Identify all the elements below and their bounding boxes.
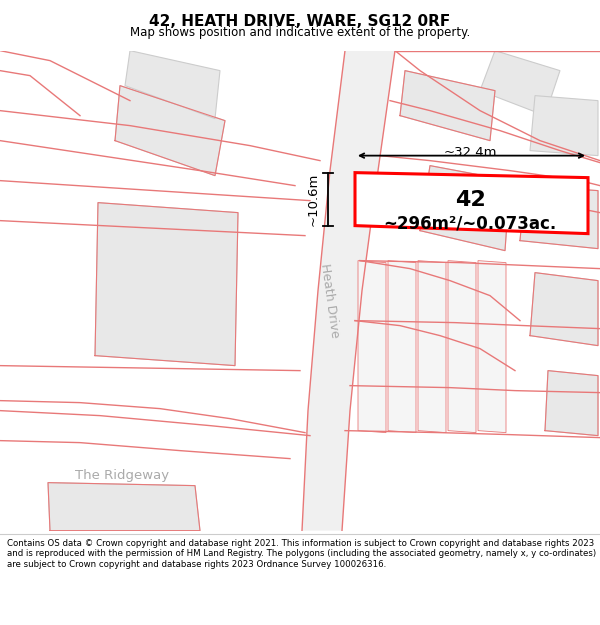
Polygon shape (358, 261, 386, 432)
Polygon shape (530, 96, 598, 156)
Polygon shape (530, 272, 598, 346)
Polygon shape (95, 202, 238, 366)
Text: 42: 42 (455, 189, 485, 209)
Polygon shape (418, 261, 446, 432)
Polygon shape (302, 51, 395, 531)
Text: Contains OS data © Crown copyright and database right 2021. This information is : Contains OS data © Crown copyright and d… (7, 539, 596, 569)
Text: Map shows position and indicative extent of the property.: Map shows position and indicative extent… (130, 26, 470, 39)
Polygon shape (420, 166, 510, 251)
Polygon shape (115, 86, 225, 176)
Polygon shape (388, 261, 416, 432)
Polygon shape (125, 51, 220, 119)
Polygon shape (448, 261, 476, 432)
Polygon shape (48, 482, 200, 531)
Text: Heath Drive: Heath Drive (319, 262, 341, 339)
Text: ~32.4m: ~32.4m (443, 146, 497, 159)
Text: The Ridgeway: The Ridgeway (75, 469, 169, 482)
Polygon shape (355, 173, 588, 234)
Text: ~296m²/~0.073ac.: ~296m²/~0.073ac. (383, 214, 557, 232)
Text: 42, HEATH DRIVE, WARE, SG12 0RF: 42, HEATH DRIVE, WARE, SG12 0RF (149, 14, 451, 29)
Polygon shape (545, 371, 598, 436)
Polygon shape (480, 51, 560, 116)
Polygon shape (478, 261, 506, 432)
Text: ~10.6m: ~10.6m (307, 173, 320, 226)
Polygon shape (520, 186, 598, 249)
Polygon shape (400, 71, 495, 141)
